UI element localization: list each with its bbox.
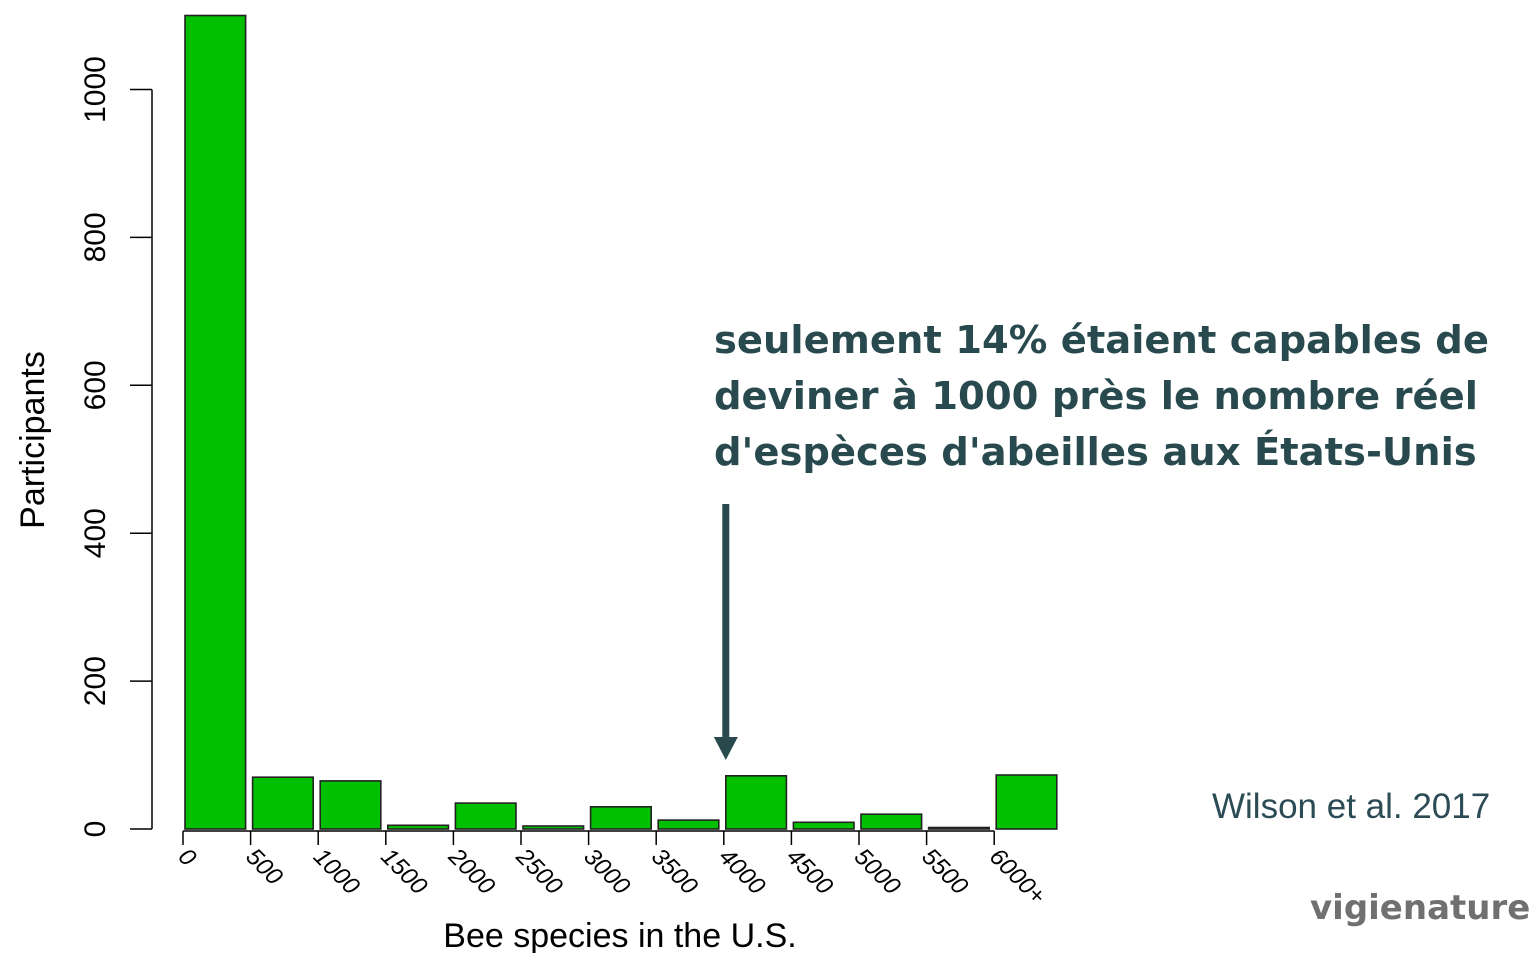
x-tick-label: 5000 xyxy=(849,843,906,900)
annotation-line: seulement 14% étaient capables de xyxy=(714,318,1489,363)
bar-2000 xyxy=(454,802,517,830)
x-tick-label: 500 xyxy=(240,843,288,891)
y-axis-title: Participants xyxy=(14,351,52,529)
bar-6000+ xyxy=(995,774,1058,830)
bar-1000 xyxy=(319,780,382,830)
y-tick-label: 600 xyxy=(79,360,112,410)
arrow-head xyxy=(713,737,738,760)
x-tick-label: 3000 xyxy=(578,843,635,900)
bar-3000 xyxy=(589,805,652,830)
bar-5000 xyxy=(860,813,923,830)
bar-3500 xyxy=(657,819,720,830)
bar-4000 xyxy=(724,774,788,830)
bar-4500 xyxy=(792,821,855,830)
y-tick-label: 200 xyxy=(79,656,112,706)
annotation-text: seulement 14% étaient capables de devine… xyxy=(714,313,1534,481)
x-tick-label: 0 xyxy=(173,843,202,872)
bars-group xyxy=(184,14,1058,830)
x-tick-label: 5500 xyxy=(916,843,973,900)
x-tick-label: 1500 xyxy=(376,843,433,900)
x-tick-label: 2500 xyxy=(510,842,568,900)
y-tick-label: 800 xyxy=(79,212,112,262)
y-tick-label: 0 xyxy=(79,821,112,838)
x-tick-label: 4000 xyxy=(714,843,771,900)
x-axis-title: Bee species in the U.S. xyxy=(443,917,796,953)
bar-1500 xyxy=(386,824,450,830)
y-tick-label: 400 xyxy=(79,508,112,558)
brand-logo-text: vigienature xyxy=(1310,888,1531,928)
x-tick-label: 4500 xyxy=(781,843,838,900)
bar-2500 xyxy=(522,825,585,830)
y-axis: 0 200 400 600 800 1000 xyxy=(79,56,153,838)
x-tick-label: 2000 xyxy=(442,842,500,900)
y-tick-label: 1000 xyxy=(79,56,112,123)
x-axis: 0 500 1000 1500 2000 2500 3000 3500 4000 4500 5000… xyxy=(173,830,1051,910)
annotation-line: deviner à 1000 près le nombre réel xyxy=(714,374,1478,419)
bar-500 xyxy=(251,776,315,830)
x-tick-label: 6000+ xyxy=(984,843,1051,910)
annotation-arrow xyxy=(713,504,738,760)
x-tick-label: 3500 xyxy=(646,843,703,900)
citation: Wilson et al. 2017 xyxy=(1212,787,1491,826)
x-tick-label: 1000 xyxy=(308,843,365,900)
bar-0 xyxy=(184,14,247,830)
bar-5500 xyxy=(927,826,990,830)
annotation-line: d'espèces d'abeilles aux États-Unis xyxy=(714,430,1477,475)
